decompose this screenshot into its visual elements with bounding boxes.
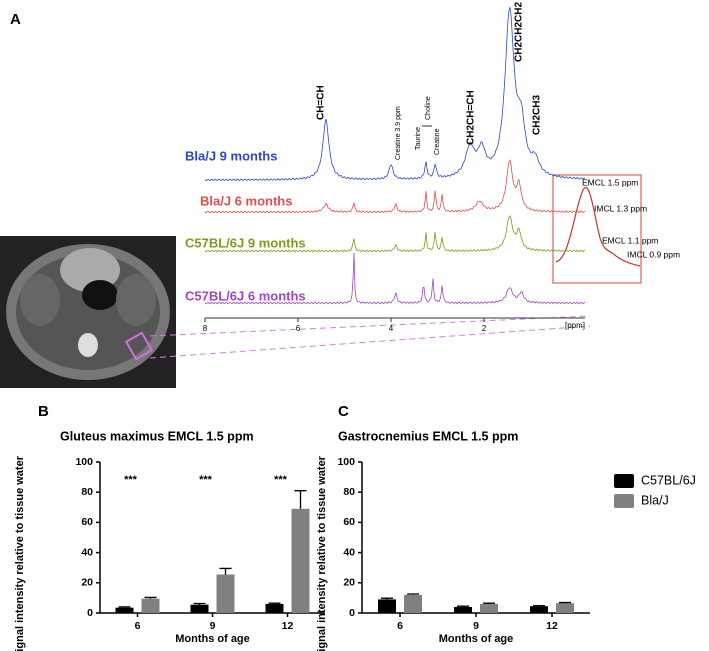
y-tick-label: 60 <box>81 516 93 528</box>
mri-image <box>0 236 176 388</box>
bar <box>378 599 396 613</box>
tick-label: 4 <box>389 324 394 333</box>
y-tick-label: 80 <box>81 486 93 498</box>
spectrum <box>204 215 586 253</box>
error-bar <box>381 597 393 600</box>
x-tick-label: 6 <box>397 620 403 632</box>
significance: *** <box>124 474 138 486</box>
panel-label: A <box>10 11 21 28</box>
bar <box>530 606 548 613</box>
panel-label: B <box>38 403 49 420</box>
spectrum <box>204 252 586 305</box>
spectrum <box>204 159 586 214</box>
error-bar <box>144 596 157 599</box>
y-tick-label: 80 <box>343 486 355 498</box>
chart-title: Gluteus maximus EMCL 1.5 ppm <box>60 429 254 443</box>
y-tick-label: 40 <box>343 546 355 558</box>
error-bar <box>483 602 495 604</box>
peak-label: Creatine <box>434 128 441 155</box>
y-tick-label: 20 <box>81 577 93 589</box>
error-bar <box>193 602 206 605</box>
zoom-line <box>149 325 591 359</box>
spectrum <box>204 6 586 182</box>
y-axis-label: Signal intensity relative to tissue wate… <box>14 455 26 651</box>
tick-label: 6 <box>296 324 301 333</box>
axis-unit: [ppm] <box>565 321 585 330</box>
significance: *** <box>199 474 213 486</box>
bar <box>141 598 160 613</box>
peak-label: CH2CH=CH <box>466 90 477 145</box>
error-bar <box>533 604 545 607</box>
trace-label: Bla/J 6 months <box>200 193 292 208</box>
error-bar <box>294 490 307 509</box>
x-tick-label: 6 <box>135 620 141 632</box>
bar <box>265 603 284 613</box>
bar <box>454 606 472 613</box>
y-tick-label: 60 <box>343 516 355 528</box>
bar <box>190 604 209 613</box>
inset-label: IMCL 1.3 ppm <box>594 203 647 213</box>
trace-label: Bla/J 9 months <box>185 148 277 163</box>
tick-label: 2 <box>482 324 487 333</box>
bar <box>115 607 134 613</box>
bar <box>404 594 422 613</box>
y-tick-label: 0 <box>349 607 355 619</box>
peak-label: CH2CH2CH2 <box>514 2 525 62</box>
error-bar <box>457 605 469 607</box>
chart-title: Gastrocnemius EMCL 1.5 ppm <box>338 429 518 443</box>
x-axis-label: Months of age <box>175 633 250 645</box>
peak-label: CH=CH <box>316 85 327 120</box>
error-bar <box>219 567 232 575</box>
x-axis-label: Months of age <box>439 633 514 645</box>
panel-label: C <box>338 403 349 420</box>
inset-label: EMCL 1.5 ppm <box>582 177 638 187</box>
inset-box <box>552 174 642 284</box>
x-tick-label: 12 <box>282 620 294 632</box>
y-tick-label: 40 <box>81 546 93 558</box>
tick-label: 8 <box>203 324 208 333</box>
inset-curve <box>555 187 641 267</box>
peak-label: Creatine 3.9 ppm <box>395 106 402 160</box>
legend-label: Bla/J <box>641 493 669 507</box>
bar <box>291 508 310 613</box>
error-bar <box>559 601 571 604</box>
y-tick-label: 0 <box>87 607 93 619</box>
bar <box>480 603 498 613</box>
peak-label: Choline <box>425 96 432 120</box>
error-bar <box>118 606 131 608</box>
legend-swatch <box>614 494 634 508</box>
legend-label: C57BL/6J <box>641 473 696 487</box>
trace-label: C57BL/6J 6 months <box>185 288 306 303</box>
bar <box>216 574 235 613</box>
x-tick-label: 9 <box>473 620 479 632</box>
error-bar <box>407 593 419 595</box>
significance: *** <box>274 474 288 486</box>
x-tick-label: 9 <box>210 620 216 632</box>
zoom-line <box>149 315 591 337</box>
y-tick-label: 100 <box>337 456 355 468</box>
x-tick-label: 12 <box>546 620 558 632</box>
y-axis-label: Signal intensity relative to tissue wate… <box>316 455 328 651</box>
error-bar <box>268 602 281 604</box>
peak-label: Taurine <box>415 127 422 150</box>
inset-label: EMCL 1.1 ppm <box>602 235 658 245</box>
bar <box>556 603 574 613</box>
legend-swatch <box>614 474 634 488</box>
inset-label: IMCL 0.9 ppm <box>627 249 680 259</box>
peak-label: CH2CH3 <box>532 95 543 135</box>
y-tick-label: 100 <box>75 456 93 468</box>
trace-label: C57BL/6J 9 months <box>185 235 306 250</box>
y-tick-label: 20 <box>343 577 355 589</box>
